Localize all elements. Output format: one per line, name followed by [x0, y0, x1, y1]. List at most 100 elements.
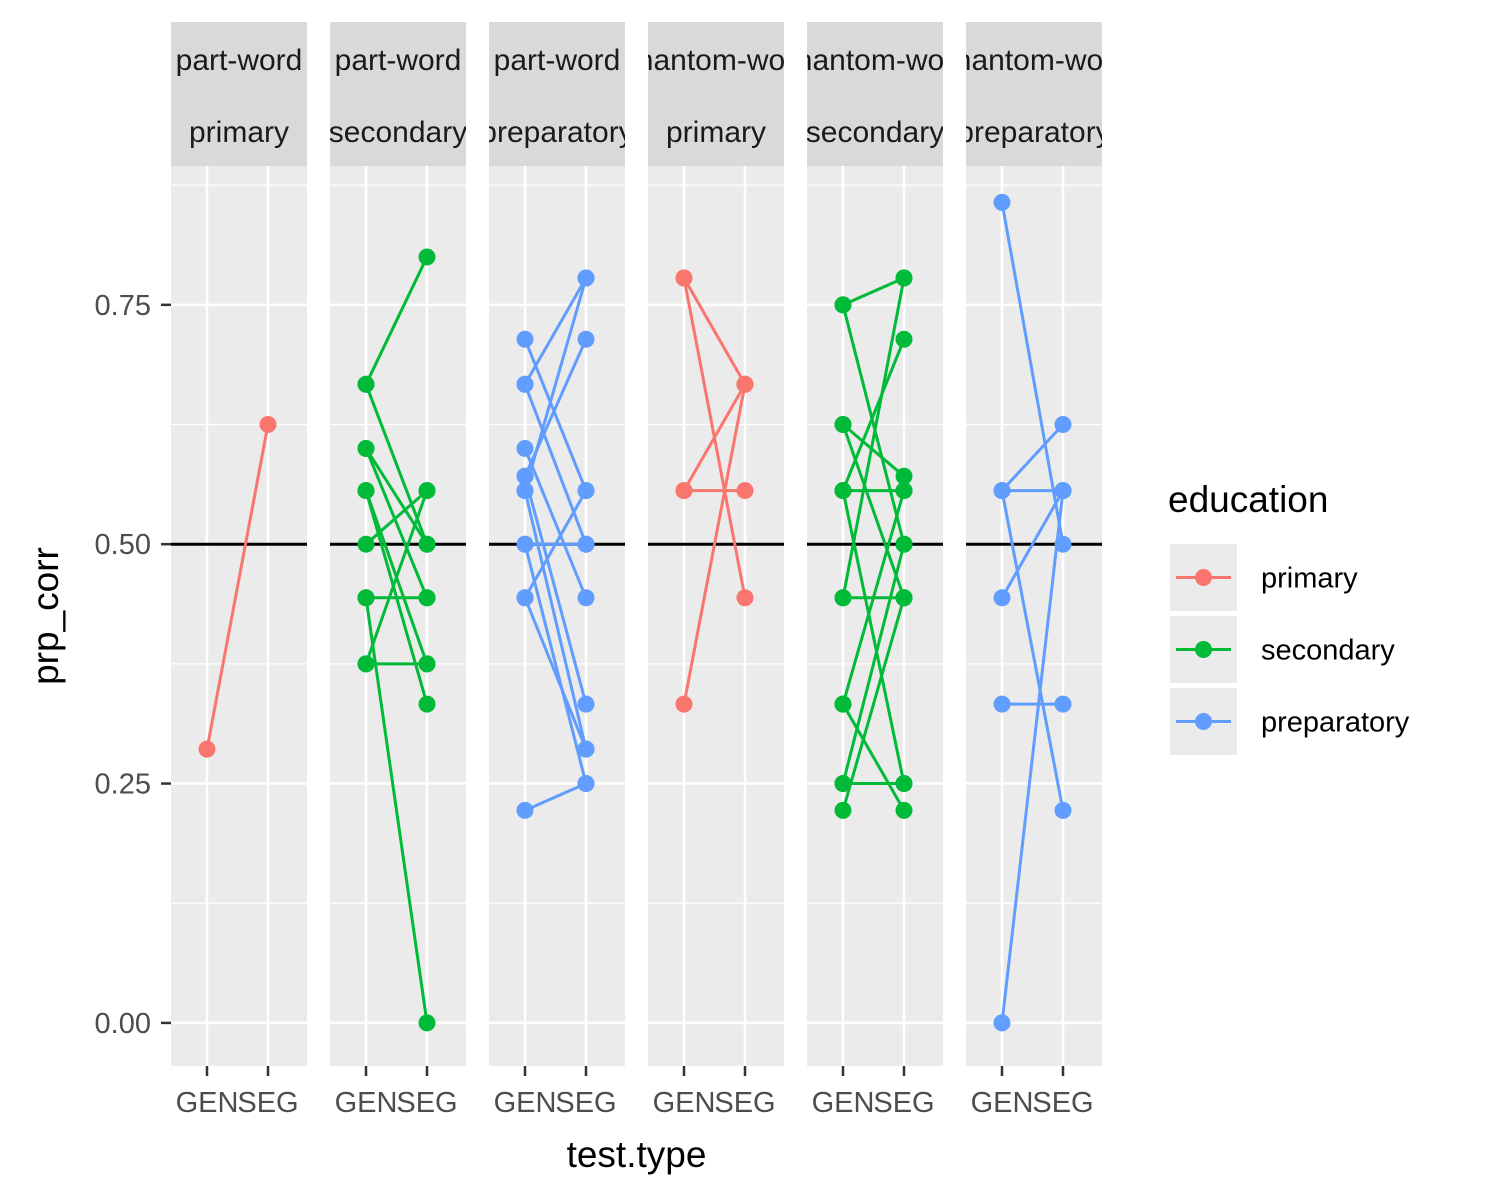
panel-background: [807, 166, 943, 1066]
series-line: [523, 383, 588, 545]
series-line: [523, 543, 588, 784]
y-axis-title: prp_corr: [25, 547, 66, 685]
data-point: [259, 416, 277, 434]
data-point: [198, 740, 216, 758]
data-point: [993, 695, 1011, 713]
data-point: [895, 801, 913, 819]
series-line: [364, 490, 429, 665]
data-point: [834, 589, 852, 607]
series-line: [365, 489, 428, 546]
series-line: [364, 597, 429, 1024]
data-point: [1054, 416, 1072, 434]
series-line: [841, 338, 906, 492]
facet-strip-label: part-word: [176, 44, 303, 77]
data-point: [993, 1014, 1011, 1032]
data-point: [895, 535, 913, 553]
x-tick-label: SEG: [555, 1087, 616, 1119]
panel-background: [330, 166, 466, 1066]
facet-strip-top: [489, 22, 625, 96]
x-tick-label: SEG: [396, 1087, 457, 1119]
series-line: [364, 256, 429, 385]
x-tick-label: SEG: [237, 1087, 298, 1119]
data-point: [1054, 695, 1072, 713]
facet-strip-label: preparatory: [957, 116, 1110, 149]
data-point: [675, 269, 693, 287]
x-tick-label: SEG: [714, 1087, 775, 1119]
data-point: [357, 482, 375, 500]
panel-background: [171, 166, 307, 1066]
facet-strip-label: phantom-word: [938, 44, 1130, 77]
legend-label: secondary: [1261, 635, 1395, 667]
data-point: [834, 775, 852, 793]
legend-entry: primary: [1170, 544, 1358, 611]
data-point: [516, 482, 534, 500]
series-line: [842, 423, 905, 478]
data-point: [516, 330, 534, 348]
series-line: [523, 489, 588, 599]
series-line: [364, 447, 429, 545]
legend-key-point: [1195, 713, 1212, 730]
y-tick-label: 0.75: [95, 290, 151, 322]
data-point: [834, 296, 852, 314]
legend: education primary secondary preparatory: [1168, 479, 1410, 755]
series-line: [1000, 489, 1065, 599]
data-point: [418, 1014, 436, 1032]
data-point: [736, 375, 754, 393]
series-line: [523, 475, 588, 705]
data-point: [895, 467, 913, 485]
facet-strip-label: primary: [666, 116, 766, 149]
legend-entry: secondary: [1170, 616, 1395, 683]
data-point: [516, 375, 534, 393]
facet-strip-top: [966, 22, 1102, 96]
data-point: [577, 330, 595, 348]
series-line: [682, 384, 747, 705]
panels-layer: part-wordprimaryGENSEGpart-wordsecondary…: [171, 22, 1130, 1119]
series-line: [841, 424, 906, 599]
data-point: [418, 482, 436, 500]
facet-strip-bottom: [489, 96, 625, 166]
data-point: [418, 589, 436, 607]
x-tick-label: GEN: [335, 1087, 398, 1119]
y-tick-label: 0.25: [95, 769, 151, 801]
data-point: [1054, 482, 1072, 500]
data-point: [357, 535, 375, 553]
series-line: [841, 304, 906, 545]
series-line: [841, 703, 906, 812]
facet-strip-bottom: [171, 96, 307, 166]
series-line: [841, 277, 906, 599]
x-tick-label: SEG: [873, 1087, 934, 1119]
facet-strip-top: [330, 22, 466, 96]
x-tick-label: GEN: [653, 1087, 716, 1119]
data-point: [895, 330, 913, 348]
legend-label: preparatory: [1261, 707, 1410, 739]
series-line: [841, 543, 906, 784]
data-point: [357, 589, 375, 607]
series-line: [1000, 202, 1065, 545]
facet-strip-top: [171, 22, 307, 96]
data-point: [418, 535, 436, 553]
data-point: [1054, 535, 1072, 553]
series-line: [523, 447, 588, 599]
data-point: [895, 589, 913, 607]
panel-background: [966, 166, 1102, 1066]
series-line: [842, 276, 905, 307]
data-point: [516, 439, 534, 457]
facet-strip-bottom: [330, 96, 466, 166]
facet-strip-label: part-word: [494, 44, 621, 77]
data-point: [577, 740, 595, 758]
facet-strip-label: phantom-word: [779, 44, 971, 77]
series-line: [523, 277, 588, 386]
y-tick-label: 0.50: [95, 529, 151, 561]
series-line: [841, 597, 906, 811]
panel-background: [648, 166, 784, 1066]
series-line: [205, 424, 270, 750]
facet-strip-label: primary: [189, 116, 289, 149]
data-point: [577, 589, 595, 607]
legend-key-point: [1195, 641, 1212, 658]
facet-strip-top: [807, 22, 943, 96]
